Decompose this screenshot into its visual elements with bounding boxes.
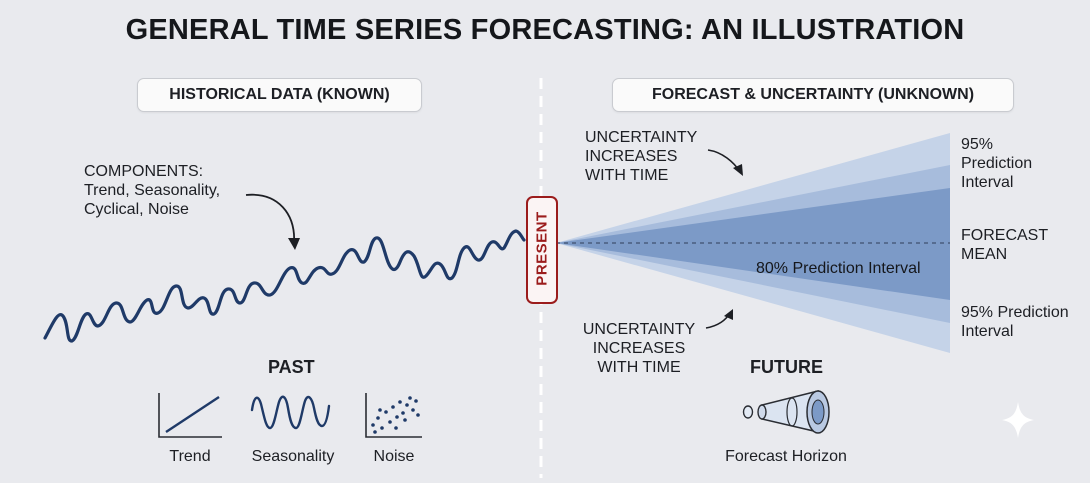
trend-icon	[158, 393, 222, 438]
uncertainty-bottom-line1: UNCERTAINTY	[582, 321, 696, 338]
uncertainty-bottom-arrowhead	[724, 309, 733, 320]
forecast-mean-line1: FORECAST	[961, 227, 1049, 244]
interval-80-label: 80% Prediction Interval	[756, 260, 921, 277]
uncertainty-bottom-line2: INCREASES	[592, 340, 686, 357]
interval-95-top-line2: Prediction	[961, 155, 1033, 172]
components-line2: Cyclical, Noise	[84, 201, 189, 218]
forecast-horizon-label: Forecast Horizon	[725, 448, 847, 465]
past-label: PAST	[268, 357, 315, 377]
components-line1: Trend, Seasonality,	[84, 182, 221, 199]
uncertainty-bottom-line3: WITH TIME	[597, 359, 681, 376]
historical-series-line	[43, 229, 526, 343]
components-arrowhead	[288, 238, 300, 250]
interval-95-bottom-line2: Interval	[961, 323, 1014, 340]
page-title: GENERAL TIME SERIES FORECASTING: AN ILLU…	[125, 14, 965, 46]
seasonality-icon	[250, 395, 331, 430]
noise-icon	[365, 393, 422, 438]
uncertainty-top-arrowhead	[733, 164, 743, 176]
components-arrow	[245, 193, 295, 245]
uncertainty-top-line3: WITH TIME	[585, 167, 669, 184]
forecast-mean-line2: MEAN	[961, 246, 1008, 263]
uncertainty-top-line2: INCREASES	[585, 148, 678, 165]
trend-label: Trend	[169, 448, 211, 465]
sparkle-icon	[1002, 402, 1034, 438]
future-label: FUTURE	[750, 357, 823, 377]
forecast-header: FORECAST & UNCERTAINTY (UNKNOWN)	[612, 78, 1014, 112]
uncertainty-top-line1: UNCERTAINTY	[585, 129, 698, 146]
interval-95-bottom-line1: 95% Prediction	[961, 304, 1069, 321]
seasonality-label: Seasonality	[251, 448, 335, 465]
present-label: PRESENT	[533, 211, 551, 286]
cone-icon	[742, 390, 830, 434]
noise-label: Noise	[373, 448, 415, 465]
band-inner	[556, 188, 950, 300]
present-badge: PRESENT	[526, 196, 558, 304]
components-heading: COMPONENTS:	[84, 163, 204, 180]
interval-95-top-line1: 95%	[961, 136, 994, 153]
historical-header: HISTORICAL DATA (KNOWN)	[137, 78, 422, 112]
interval-95-top-line3: Interval	[961, 174, 1014, 191]
